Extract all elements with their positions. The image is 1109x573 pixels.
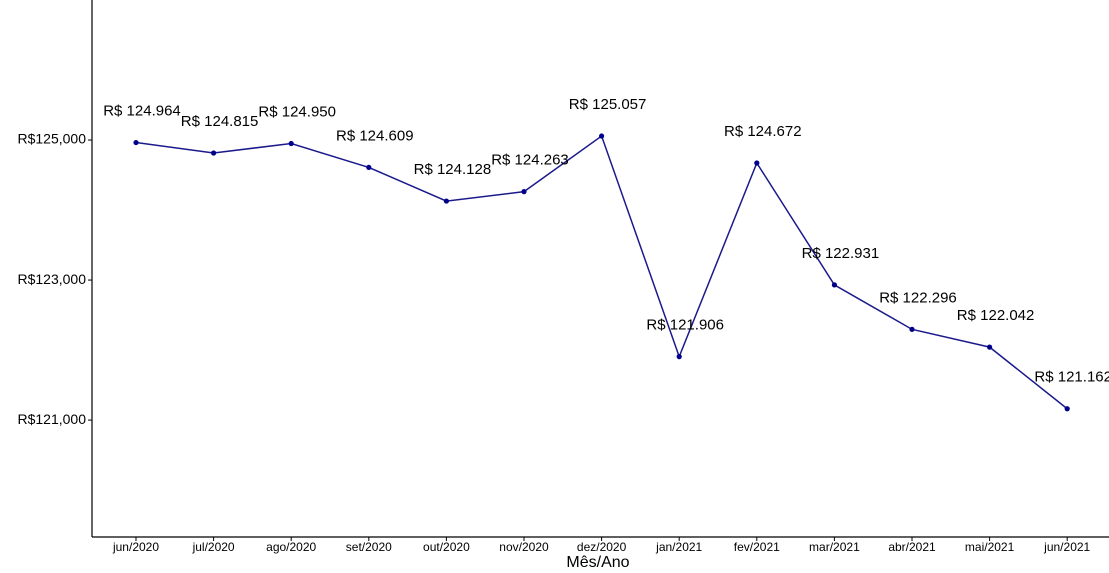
point (211, 150, 217, 156)
y-tick-label: R$123,000 (17, 271, 86, 287)
data-label: R$ 124.263 (491, 152, 569, 169)
point (1064, 406, 1070, 412)
x-tick-label: jun/2021 (1043, 540, 1090, 554)
data-label: R$ 122.931 (802, 245, 880, 262)
x-tick-label: jul/2020 (192, 540, 235, 554)
data-label: R$ 125.057 (569, 96, 647, 113)
x-tick-label: jun/2020 (112, 540, 159, 554)
point (288, 140, 294, 147)
point (831, 282, 838, 288)
data-label: R$ 124.128 (414, 161, 492, 178)
x-tick-label: nov/2020 (499, 540, 549, 554)
x-tick-label: mai/2021 (965, 540, 1015, 554)
point (754, 160, 760, 166)
point (521, 189, 527, 195)
data-label: R$ 122.042 (957, 307, 1035, 324)
x-tick-label: mar/2021 (809, 540, 860, 554)
x-tick-label: dez/2020 (577, 540, 627, 554)
data-label: R$ 124.815 (181, 113, 259, 130)
x-tick-label: fev/2021 (734, 540, 780, 554)
x-axis-title: Mês/Ano (566, 554, 629, 571)
data-label: R$ 121.162 (1034, 369, 1109, 386)
x-tick-label: jan/2021 (655, 540, 702, 554)
data-label: R$ 121.906 (646, 317, 724, 334)
y-tick-label: R$125,000 (17, 131, 86, 147)
data-label: R$ 124.672 (724, 123, 802, 140)
y-tick-label: R$121,000 (17, 411, 86, 427)
x-tick-label: set/2020 (346, 540, 392, 554)
data-label: R$ 122.296 (879, 289, 957, 306)
x-tick-label: ago/2020 (266, 540, 316, 554)
data-label: R$ 124.950 (258, 103, 336, 120)
line (135, 134, 1068, 410)
data-label: R$ 124.609 (336, 127, 414, 144)
point (443, 198, 449, 204)
point (909, 326, 915, 332)
x-tick-label: out/2020 (423, 540, 470, 554)
point (133, 139, 139, 146)
point (987, 344, 993, 350)
data-label: R$ 124.964 (103, 103, 181, 120)
point (599, 133, 605, 139)
x-tick-label: abr/2021 (888, 540, 936, 554)
point (366, 164, 372, 171)
point (676, 354, 682, 360)
